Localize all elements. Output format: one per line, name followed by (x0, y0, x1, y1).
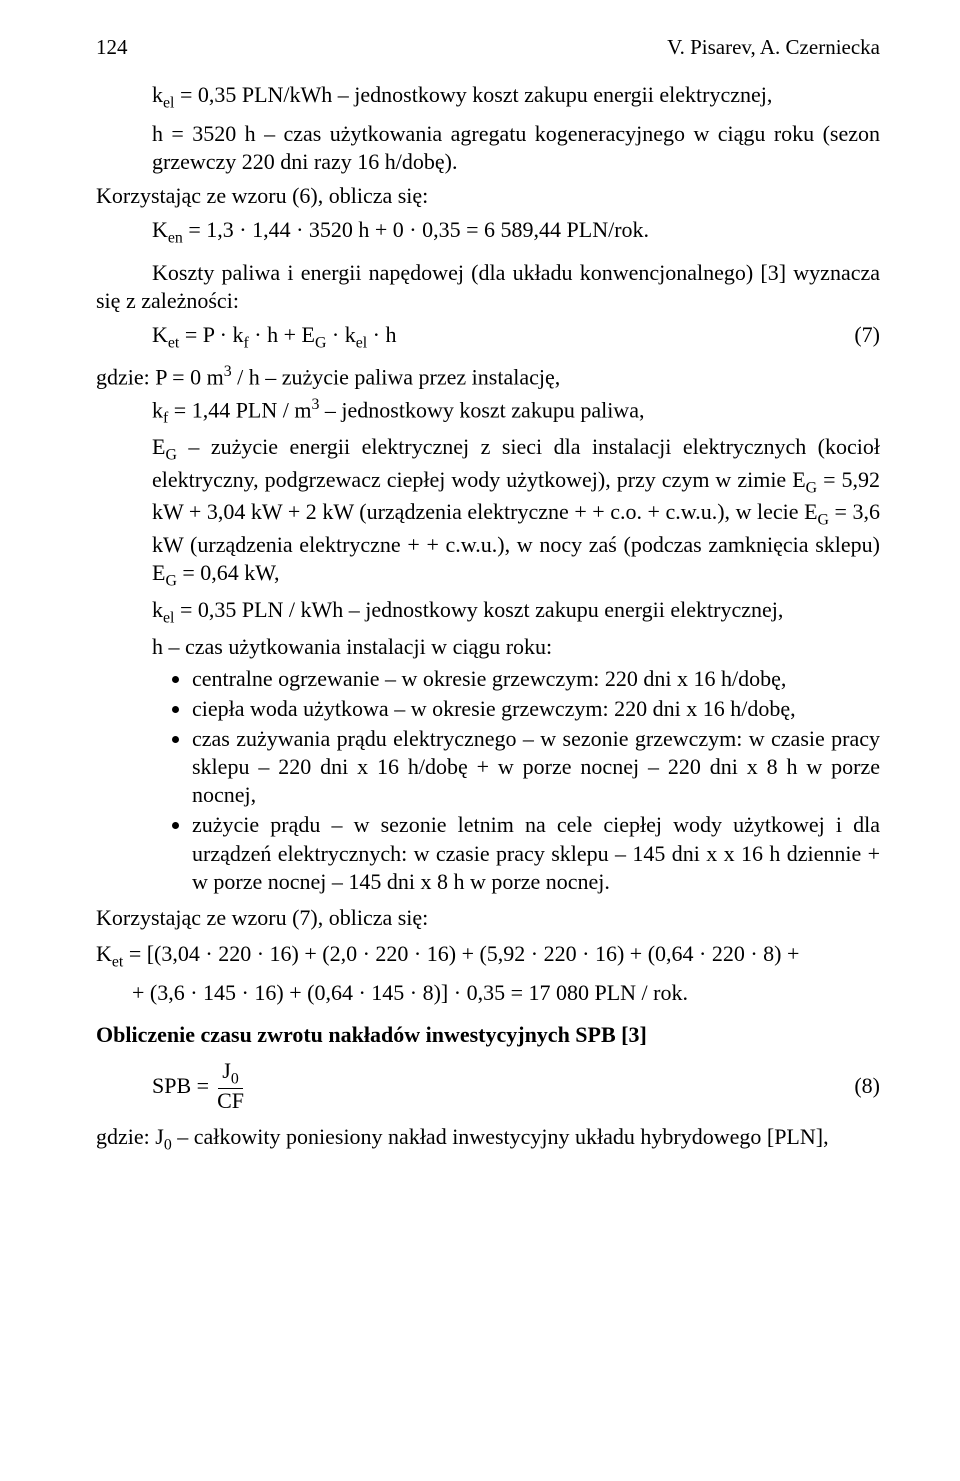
equation-7: Ket = P · kf · h + EG · kel · h (7) (96, 321, 880, 354)
where-h: h – czas użytkowania instalacji w ciągu … (96, 633, 880, 661)
intro-formula-6: Korzystając ze wzoru (6), oblicza się: (96, 182, 880, 210)
bullet-electric-summer: zużycie prądu – w sezonie letnim na cele… (192, 811, 880, 895)
definition-kel: kel = 0,35 PLN/kWh – jednostkowy koszt z… (96, 81, 880, 114)
bullet-hot-water: ciepła woda użytkowa – w okresie grzewcz… (192, 695, 880, 723)
equation-8-number: (8) (854, 1072, 880, 1100)
intro-formula-7: Korzystając ze wzoru (7), oblicza się: (96, 904, 880, 932)
where-kf: kf = 1,44 PLN / m3 – jednostkowy koszt z… (96, 395, 880, 429)
running-header: 124 V. Pisarev, A. Czerniecka (96, 34, 880, 61)
ket-calc-line2: + (3,6 · 145 · 16) + (0,64 · 145 · 8)] ·… (96, 979, 880, 1007)
bullet-electric-heating-season: czas zużywania prądu elektrycznego – w s… (192, 725, 880, 809)
equation-7-number: (7) (846, 321, 880, 349)
equation-8: SPB = J0 CF (8) (96, 1059, 880, 1113)
where-kel: kel = 0,35 PLN / kWh – jednostkowy koszt… (96, 596, 880, 629)
bullet-central-heating: centralne ogrzewanie – w okresie grzewcz… (192, 665, 880, 693)
where-j0: gdzie: J0 – całkowity poniesiony nakład … (96, 1123, 880, 1156)
page: 124 V. Pisarev, A. Czerniecka kel = 0,35… (0, 0, 960, 1481)
definition-h: h = 3520 h – czas użytkowania agregatu k… (96, 120, 880, 176)
where-eg: EG – zużycie energii elektrycznej z siec… (96, 433, 880, 592)
where-p: gdzie: P = 0 m3 / h – zużycie paliwa prz… (96, 362, 880, 391)
authors: V. Pisarev, A. Czerniecka (667, 34, 880, 61)
page-number: 124 (96, 34, 128, 61)
costs-intro: Koszty paliwa i energii napędowej (dla u… (96, 259, 880, 315)
usage-bullets: centralne ogrzewanie – w okresie grzewcz… (96, 665, 880, 896)
fraction: J0 CF (213, 1059, 248, 1113)
section-spb-title: Obliczenie czasu zwrotu nakładów inwesty… (96, 1021, 880, 1049)
ken-result: Ken = 1,3 · 1,44 · 3520 h + 0 · 0,35 = 6… (96, 216, 880, 249)
ket-calc-line1: Ket = [(3,04 · 220 · 16) + (2,0 · 220 · … (96, 940, 880, 973)
